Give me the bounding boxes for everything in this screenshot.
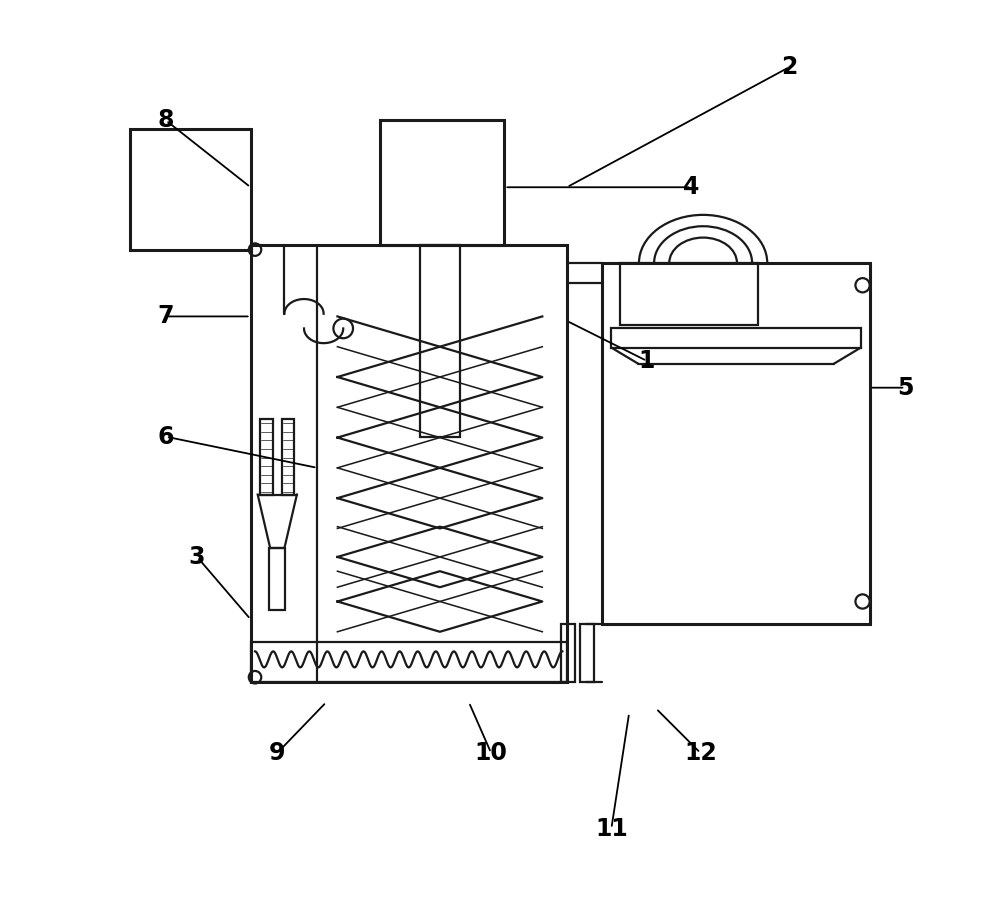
Bar	[602, 263, 870, 624]
Bar	[611, 328, 861, 347]
Bar	[561, 624, 575, 682]
Text: 9: 9	[269, 741, 286, 765]
Text: 1: 1	[639, 349, 655, 373]
Text: 11: 11	[595, 816, 628, 841]
Text: 4: 4	[683, 175, 700, 199]
Bar	[251, 245, 567, 682]
Bar	[269, 548, 285, 611]
Text: 12: 12	[684, 741, 717, 765]
Bar	[282, 419, 294, 494]
Text: 3: 3	[189, 544, 205, 569]
Text: 2: 2	[781, 55, 798, 79]
Text: 8: 8	[158, 108, 174, 133]
Bar	[420, 245, 460, 436]
Bar	[620, 263, 758, 325]
Bar	[260, 419, 273, 494]
Bar	[130, 129, 251, 250]
Bar	[580, 624, 594, 682]
Text: 6: 6	[158, 425, 174, 449]
Text: 5: 5	[897, 375, 914, 400]
Text: 7: 7	[158, 305, 174, 328]
Text: 10: 10	[475, 741, 508, 765]
Bar	[251, 642, 567, 682]
Bar	[380, 121, 504, 245]
